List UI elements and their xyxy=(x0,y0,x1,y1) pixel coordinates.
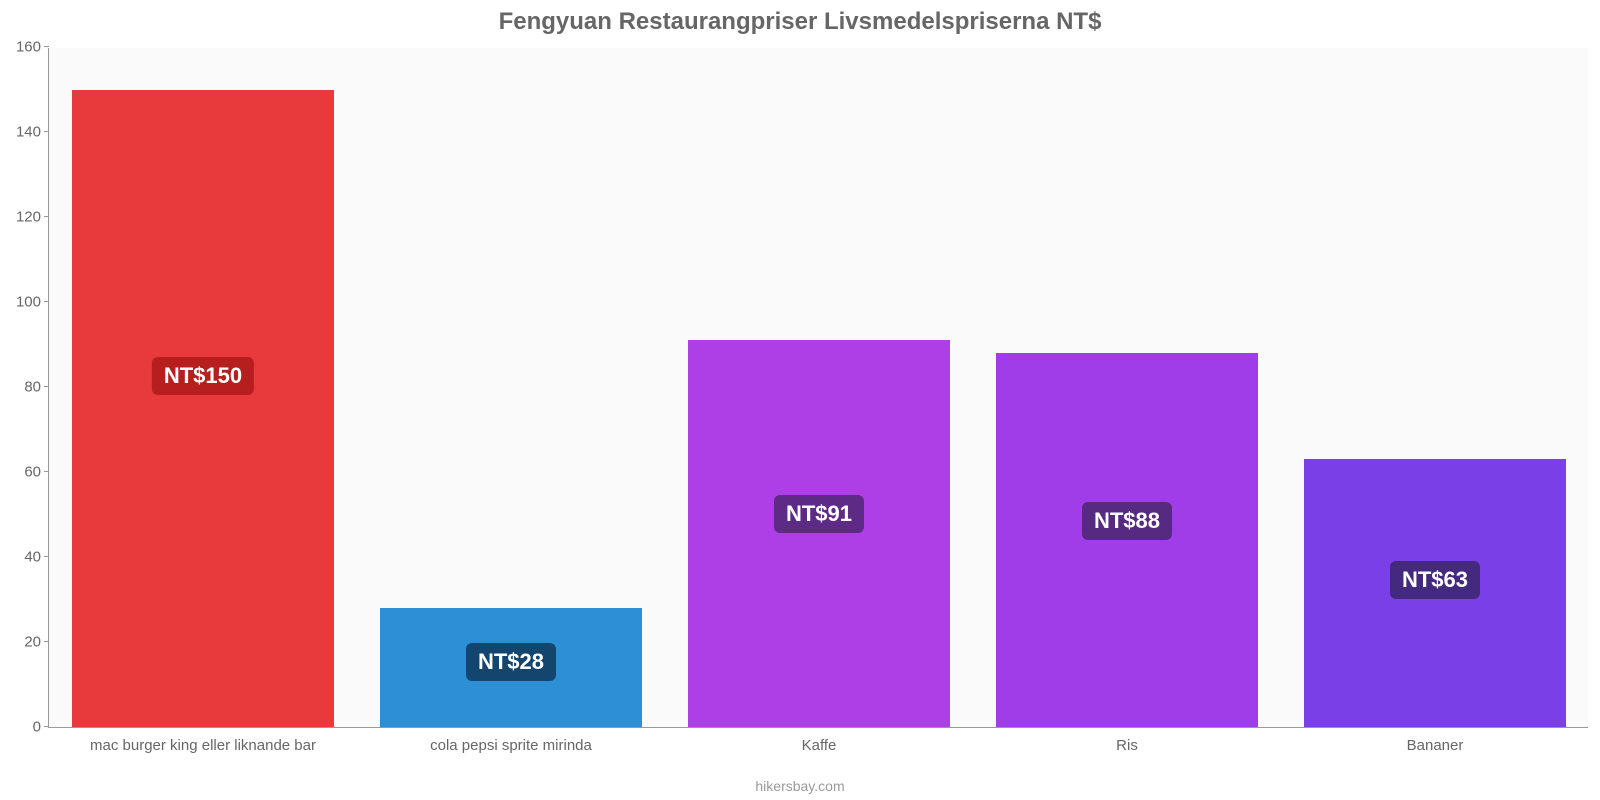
y-tick-label: 40 xyxy=(24,549,49,566)
y-tick-mark xyxy=(44,471,49,472)
y-tick-mark xyxy=(44,386,49,387)
y-tick-mark xyxy=(44,556,49,557)
y-tick-label: 60 xyxy=(24,464,49,481)
y-tick-mark xyxy=(44,131,49,132)
price-bar xyxy=(688,340,950,727)
price-bar-chart: Fengyuan Restaurangpriser Livsmedelspris… xyxy=(0,0,1600,800)
y-tick-mark xyxy=(44,301,49,302)
price-bar xyxy=(72,90,334,728)
bar-value-badge: NT$150 xyxy=(152,357,254,395)
bar-value-badge: NT$91 xyxy=(774,495,864,533)
chart-title: Fengyuan Restaurangpriser Livsmedelspris… xyxy=(0,8,1600,36)
plot-area: 020406080100120140160NT$150mac burger ki… xyxy=(48,48,1588,728)
x-category-label: Ris xyxy=(1116,727,1138,754)
y-tick-label: 0 xyxy=(33,719,49,736)
y-tick-mark xyxy=(44,46,49,47)
y-tick-mark xyxy=(44,726,49,727)
y-tick-label: 80 xyxy=(24,379,49,396)
y-tick-label: 20 xyxy=(24,634,49,651)
y-tick-mark xyxy=(44,641,49,642)
bar-value-badge: NT$63 xyxy=(1390,561,1480,599)
y-tick-label: 140 xyxy=(16,124,49,141)
x-category-label: Bananer xyxy=(1407,727,1464,754)
y-tick-label: 160 xyxy=(16,39,49,56)
chart-credit: hikersbay.com xyxy=(0,778,1600,794)
bar-value-badge: NT$88 xyxy=(1082,502,1172,540)
y-tick-label: 100 xyxy=(16,294,49,311)
y-tick-label: 120 xyxy=(16,209,49,226)
x-category-label: cola pepsi sprite mirinda xyxy=(430,727,592,754)
x-category-label: mac burger king eller liknande bar xyxy=(90,727,316,754)
bar-value-badge: NT$28 xyxy=(466,643,556,681)
y-tick-mark xyxy=(44,216,49,217)
x-category-label: Kaffe xyxy=(802,727,837,754)
